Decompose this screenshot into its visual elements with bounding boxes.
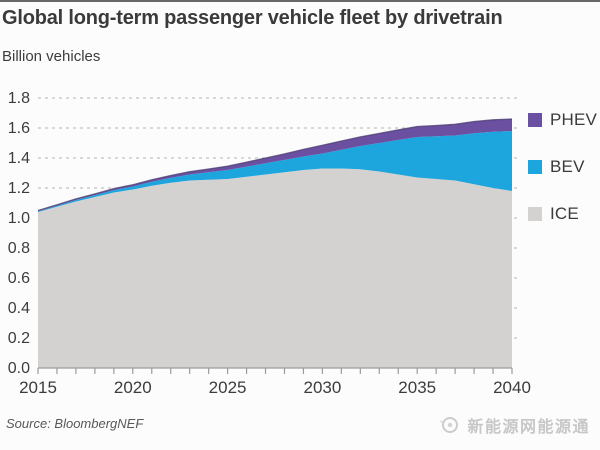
area-series-phev (38, 119, 512, 212)
watermark-logo-icon (440, 417, 459, 433)
area-series-bev (38, 131, 512, 212)
window-top-border (0, 0, 600, 2)
y-tick-label: 0.6 (8, 270, 30, 287)
legend-label-ice: ICE (550, 204, 579, 223)
x-tick-label: 2030 (303, 378, 341, 397)
y-tick-label: 1.4 (8, 150, 30, 167)
legend-label-bev: BEV (550, 157, 585, 176)
chart-title: Global long-term passenger vehicle fleet… (2, 7, 503, 29)
watermark-text: 新能源网能源通 (467, 419, 590, 436)
chart-legend: PHEV BEV ICE (528, 110, 598, 223)
legend-item-ice: ICE (528, 204, 597, 223)
legend-swatch-ice (528, 207, 542, 221)
y-tick-label: 0.8 (8, 240, 30, 257)
watermark: 新能源网能源通 (439, 413, 590, 437)
y-tick-label: 1.6 (8, 120, 30, 137)
source-attribution: Source: BloombergNEF (6, 416, 144, 431)
x-tick-label: 2035 (398, 378, 436, 397)
legend-swatch-phev (528, 113, 542, 127)
legend-item-phev: PHEV (528, 110, 598, 129)
legend-item-bev: BEV (528, 157, 597, 176)
x-tick-label: 2025 (209, 378, 247, 397)
stack-top-edge (37, 118, 513, 212)
area-series-ice (38, 168, 512, 368)
x-tick-label: 2020 (114, 378, 152, 397)
y-tick-label: 0.4 (8, 300, 30, 317)
y-tick-label: 1.2 (8, 180, 30, 197)
y-tick-label: 0.0 (8, 360, 30, 377)
legend-swatch-bev (528, 160, 542, 174)
legend-label-phev: PHEV (550, 110, 598, 129)
y-tick-label: 1.8 (8, 90, 30, 107)
y-tick-label: 1.0 (8, 210, 30, 227)
x-tick-label: 2015 (19, 378, 57, 397)
y-axis-unit-label: Billion vehicles (2, 48, 101, 65)
x-tick-label: 2040 (493, 378, 531, 397)
y-tick-label: 0.2 (8, 330, 30, 347)
